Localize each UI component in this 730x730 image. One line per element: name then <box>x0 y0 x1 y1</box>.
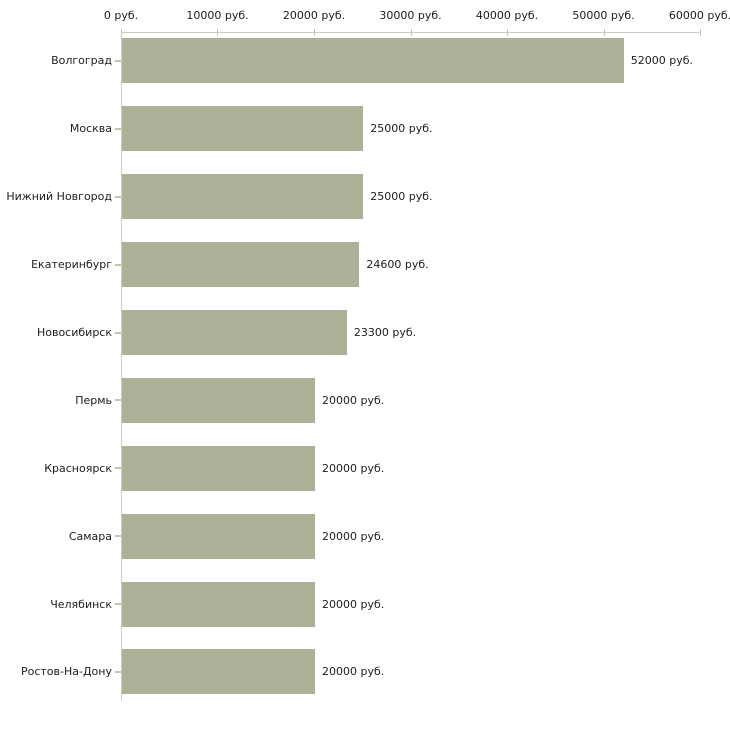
category-label: Новосибирск <box>36 326 112 339</box>
value-label: 24600 руб. <box>366 258 429 272</box>
x-tick-mark <box>603 29 605 36</box>
value-label: 20000 руб. <box>322 665 385 679</box>
x-tick-mark <box>217 29 219 36</box>
category-tick-mark <box>115 535 121 538</box>
bar <box>122 174 364 220</box>
bar-row: Челябинск 20000 руб. <box>50 570 701 638</box>
category-label: Нижний Новгород <box>6 190 112 204</box>
x-tick-label: 60000 руб. <box>668 9 730 22</box>
category-label: Москва <box>69 122 112 136</box>
category-label: Красноярск <box>44 461 112 475</box>
x-tick-label: 50000 руб. <box>572 9 635 22</box>
category-tick-mark <box>115 195 121 198</box>
category-tick-mark <box>115 603 121 606</box>
x-tick-label: 30000 руб. <box>379 9 442 22</box>
category-tick-mark <box>115 399 121 402</box>
category-label: Самара <box>68 529 112 543</box>
bar-row: Нижний Новгород 25000 руб. <box>6 163 701 231</box>
category-tick-mark <box>115 59 121 62</box>
bar-rows: Волгоград 52000 руб. Москва 25000 руб. Н… <box>6 27 701 706</box>
category-label: Челябинск <box>50 597 112 611</box>
value-label: 23300 руб. <box>353 326 417 339</box>
value-label: 25000 руб. <box>370 122 433 136</box>
plot-area: Волгоград 52000 руб. Москва 25000 руб. Н… <box>6 29 701 701</box>
bar <box>122 445 315 491</box>
value-label: 20000 руб. <box>322 393 385 407</box>
bar-row: Ростов-На-Дону 20000 руб. <box>21 638 701 706</box>
bar <box>122 242 360 288</box>
category-label: Екатеринбург <box>31 258 112 272</box>
category-tick-mark <box>115 467 121 470</box>
x-tick-mark <box>121 29 122 36</box>
category-label: Волгоград <box>51 54 112 68</box>
value-label: 25000 руб. <box>370 190 433 204</box>
bar <box>122 377 315 423</box>
bar <box>122 649 315 695</box>
bar <box>122 513 315 559</box>
bar-row: Новосибирск 23300 руб. <box>37 299 701 367</box>
bar <box>122 310 347 355</box>
category-tick-mark <box>115 127 121 130</box>
bar-row: Пермь 20000 руб. <box>75 366 701 434</box>
value-label: 20000 руб. <box>322 529 385 543</box>
value-label: 20000 руб. <box>322 461 385 475</box>
x-tick-mark <box>506 29 508 36</box>
bar-row: Москва 25000 руб. <box>70 95 701 163</box>
bar <box>122 38 624 84</box>
x-tick-label: 0 руб. <box>103 9 139 22</box>
x-tick-label: 10000 руб. <box>186 9 249 22</box>
bar-row: Самара 20000 руб. <box>69 502 701 570</box>
x-tick-mark <box>410 29 412 36</box>
bar <box>122 581 315 627</box>
value-label: 52000 руб. <box>630 54 694 68</box>
category-label: Пермь <box>75 393 112 407</box>
bar-row: Екатеринбург 24600 руб. <box>31 231 701 299</box>
bar <box>122 106 364 152</box>
x-tick-label: 40000 руб. <box>475 9 539 22</box>
category-tick-mark <box>115 670 121 673</box>
bar-row: Волгоград 52000 руб. <box>51 27 701 95</box>
category-tick-mark <box>115 331 121 334</box>
x-tick-mark <box>313 29 315 36</box>
x-tick-label: 20000 руб. <box>282 9 346 22</box>
value-label: 20000 руб. <box>322 597 385 611</box>
bar-row: Красноярск 20000 руб. <box>44 434 701 502</box>
x-axis: 0 руб. 10000 руб. 20000 руб. 30000 руб. 4000… <box>104 9 730 23</box>
category-tick-mark <box>115 263 121 266</box>
category-label: Ростов-На-Дону <box>20 665 112 679</box>
x-tick-mark <box>700 29 701 36</box>
